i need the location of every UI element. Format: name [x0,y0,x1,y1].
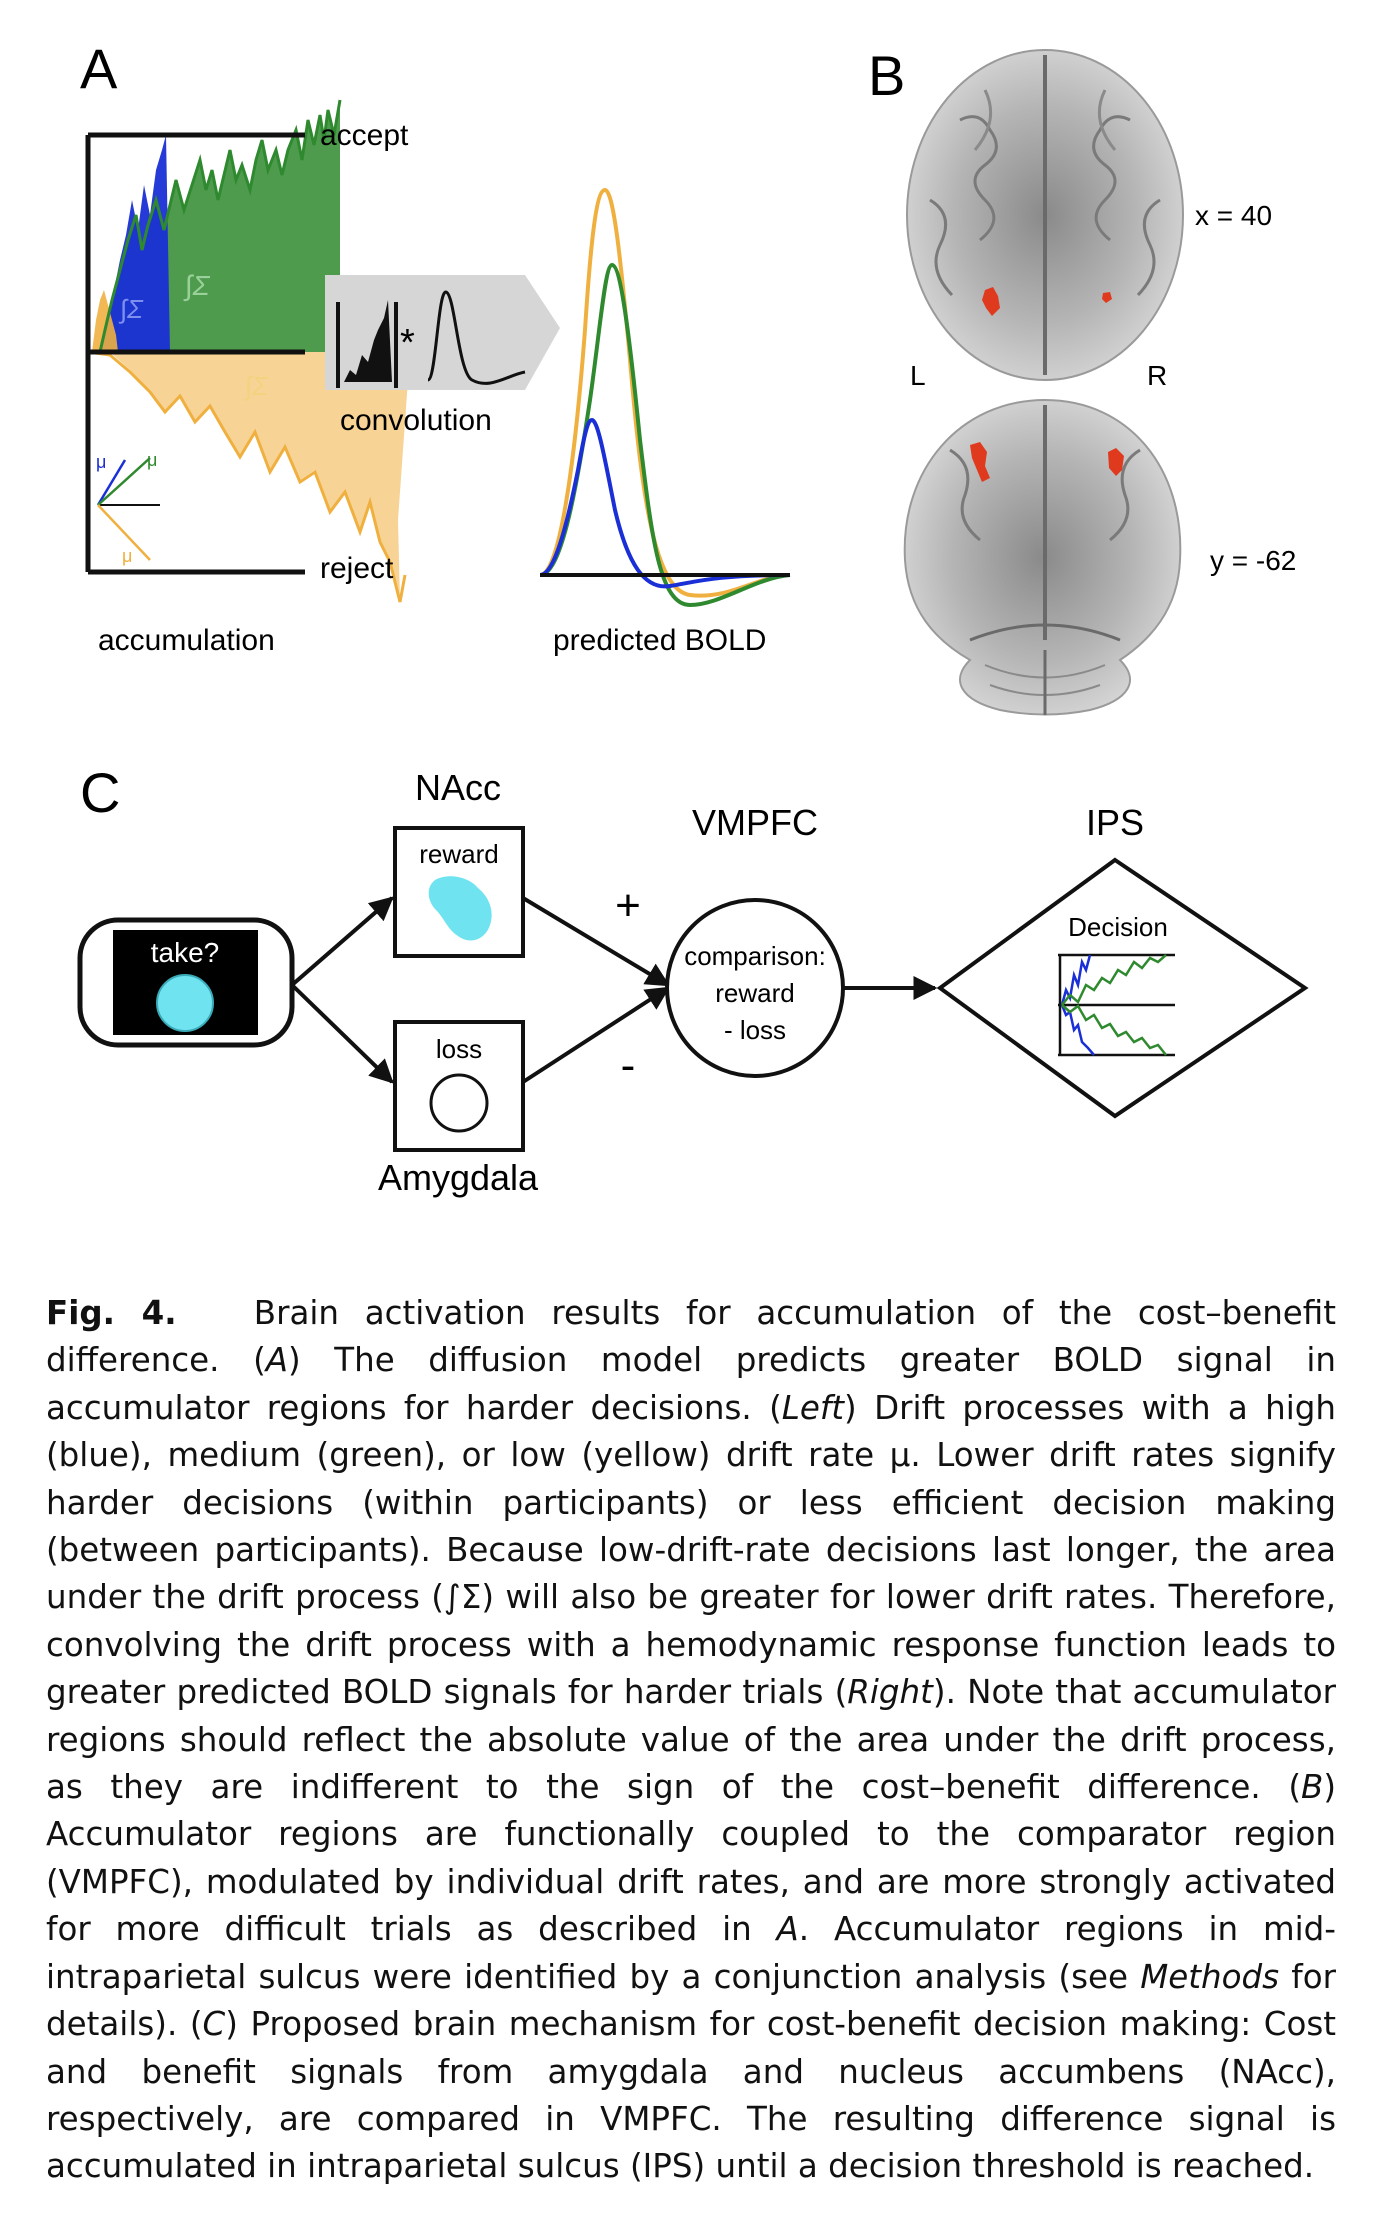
coronal-brain-slice [903,398,1182,716]
blue-drift-area [100,135,170,352]
caption-ref-right: Right [847,1673,933,1712]
figure-caption: Fig. 4. Brain activation results for acc… [46,1290,1336,2191]
predicted-bold-label: predicted BOLD [553,624,766,657]
stimulus-circle [156,974,214,1032]
loss-circle [429,1073,489,1133]
caption-ref-c: C [202,2005,226,2044]
integral-label-green: ∫Σ [183,270,211,302]
arrow-stimulus-to-loss [290,983,394,1084]
vmpfc-title: VMPFC [692,802,818,843]
drift-label-medium: μ [147,450,157,470]
panel-a-label: A [80,37,118,100]
caption-fig-label: Fig. 4. [46,1294,177,1332]
caption-part-1: ( [253,1341,266,1380]
coronal-slice-label: y = -62 [1210,545,1296,576]
conv-accumulation-glyph [344,300,392,382]
decision-label: Decision [1068,912,1168,942]
panel-b-label: B [868,44,905,107]
arrow-reward-to-vmpfc [521,896,671,987]
reward-label: reward [419,839,498,869]
right-hemisphere-label: R [1147,360,1167,391]
arrow-stimulus-to-reward [290,896,394,987]
caption-ref-a2: A [776,1910,799,1949]
decision-trace-high-2 [1060,1004,1095,1056]
ips-title: IPS [1086,802,1144,843]
decision-trace-high [1060,954,1092,1006]
caption-part-5: ) Accumulator regions are functionally c… [46,1768,1336,1949]
loss-label: loss [436,1034,482,1064]
caption-ref-methods: Methods [1140,1957,1280,1996]
accept-label: accept [320,119,409,152]
left-hemisphere-label: L [910,360,926,391]
integral-label-yellow: ∫Σ [243,371,269,401]
comparison-line-1: comparison: [684,941,826,971]
drift-label-low: μ [122,546,132,566]
yellow-drift-area [88,352,412,600]
drift-label-high: μ [96,452,106,472]
comparison-line-2: reward [715,978,794,1008]
accumulation-label: accumulation [98,624,275,657]
axial-slice-label: x = 40 [1195,200,1272,231]
bold-curve-high [539,417,791,589]
amygdala-title: Amygdala [378,1157,539,1198]
ips-diamond [936,857,1309,1119]
caption-title: Brain activation results for accumulatio… [46,1294,1336,1380]
arrow-loss-to-vmpfc [521,986,671,1084]
coronal-activation-right [1108,448,1124,476]
caption-ref-a: A [265,1341,288,1380]
axial-brain-slice [906,49,1184,381]
minus-sign: - [621,1041,636,1090]
stimulus-label: take? [151,937,220,968]
axial-activation-left [982,287,1000,316]
comparison-line-3: - loss [724,1015,786,1045]
caption-ref-b: B [1301,1768,1324,1807]
panel-c-label: C [80,761,120,824]
hrf-glyph [426,290,526,385]
yellow-drift-line [87,350,407,603]
caption-part-7: for details). ( [46,1957,1336,2044]
decision-trace-medium-2 [1061,1004,1167,1056]
caption-ref-left: Left [781,1388,845,1427]
caption-part-4: ). Note that accumulator regions should … [46,1673,1336,1807]
decision-trace-medium [1061,954,1167,1006]
caption-part-8: ) Proposed brain mechanism for cost-bene… [46,2005,1336,2186]
bold-curve-medium [539,262,791,608]
green-drift-line [98,99,342,353]
integral-label-blue: ∫Σ [118,294,144,324]
reject-label: reject [320,552,394,585]
caption-part-6: . Accumulator regions in mid-intrapariet… [46,1910,1336,1996]
reward-blob [428,876,492,941]
convolution-label: convolution [340,404,492,437]
caption-part-2: ) The diffusion model predicts greater B… [46,1341,1336,1427]
nacc-title: NAcc [415,767,501,808]
coronal-activation-left [970,442,990,482]
axial-activation-right [1102,292,1112,303]
caption-part-3: ) Drift processes with a high (blue), me… [46,1388,1336,1712]
drift-vector-low [97,504,151,561]
yellow-start-area [92,290,118,352]
figure: A ∫Σ ∫Σ ∫Σ accept reject μ μ μ accumulat… [77,37,1309,1198]
bold-curve-low [539,187,791,598]
drift-vector-high [96,459,127,506]
plus-sign: + [615,881,641,930]
drift-vector-medium [97,457,151,506]
convolution-symbol: * [400,322,415,364]
